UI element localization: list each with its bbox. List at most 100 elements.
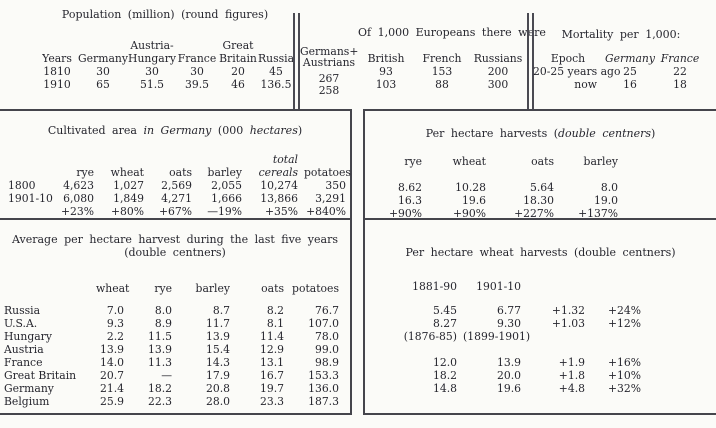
column-header: potatoes [292,282,339,295]
column-header: barley [195,282,230,295]
table-cell: 11.5 [147,330,172,343]
table-row: +23% +80% +67% —19% +35% +840% [8,205,352,218]
column-header-text: Germany [605,52,655,65]
table-cell: 18.2 [147,382,172,395]
table-cell: 16.3 [397,194,422,207]
title-text: ) [651,127,656,140]
table-cell: 18 [673,78,687,91]
table-cell: 5.64 [529,181,554,194]
table-cell: 28.0 [205,395,230,408]
column-header: Years [42,52,72,65]
title-text: (000 [211,124,250,137]
cultivated-area-box: Cultivated area in Germany (000 hectares… [0,109,352,220]
table-cell: 13.9 [496,356,521,369]
table-cell: +1.03 [551,317,585,330]
title-line: Average per hectare harvest during the l… [12,233,338,246]
europeans-panel: Of 1,000 Europeans there were British Fr… [358,8,546,91]
table-cell [591,330,647,343]
table-cell: now [574,78,597,91]
per-hectare-harvests-title: Per hectare harvests (double centners) [365,127,716,140]
table-row: British French Russians [358,45,526,65]
table-cell: 25 [623,65,637,78]
table-row: 1810 30 30 30 20 45 [36,65,294,78]
table-cell: 19.6 [461,194,486,207]
table-row: Belgium 25.9 22.3 28.0 23.3 187.3 [4,395,345,408]
population-panel: Population (million) (round figures) Yea… [36,8,294,91]
row-label [8,205,54,218]
table-row: now 16 18 [533,78,703,91]
table-cell: 45 [269,65,283,78]
column-header-text: France [660,52,700,65]
table-row: wheat rye barley oats potatoes [4,282,345,304]
table-cell: 153.3 [308,369,339,382]
population-table: Years Germany Austria- Hungary France Gre… [36,37,294,91]
table-row: 12.0 13.9 +1.9 +16% [393,356,647,369]
table-cell: 107.0 [308,317,339,330]
wheat-harvests-title: Per hectare wheat harvests (double centn… [405,246,676,259]
table-cell: 11.3 [147,356,172,369]
table-cell: 20.0 [496,369,521,382]
column-header: oats [169,166,192,179]
table-cell: 22 [673,65,687,78]
table-cell: +227% [514,207,554,220]
table-cell: +24% [607,304,641,317]
column-header: rye [76,166,94,179]
table-cell: 3,291 [315,192,346,205]
table-cell: 136.5 [260,78,292,91]
cultivated-area-title: Cultivated area in Germany (000 hectares… [0,124,350,137]
table-cell: +4.8 [558,382,585,395]
mortality-panel: Mortality per 1,000: Epoch Germany Franc… [533,8,709,91]
column-header: rye [404,155,422,168]
table-cell: 88 [435,78,449,91]
table-cell: 46 [231,78,245,91]
mortality-title: Mortality per 1,000: [561,28,681,41]
table-cell: 13.9 [147,343,172,356]
table-cell: 2,569 [161,179,192,192]
table-cell: +10% [607,369,641,382]
cultivated-area-table: rye wheat oats barley total cereals potat… [8,151,352,218]
table-cell: 258 [318,84,340,98]
table-row: 1910 65 51.5 39.5 46 136.5 [36,78,294,91]
table-cell: —19% [207,205,242,218]
table-cell: 13,866 [260,192,298,205]
column-header [527,280,591,304]
table-row: Austria 13.9 13.9 15.4 12.9 99.0 [4,343,345,356]
table-cell: 187.3 [308,395,339,408]
table-cell: 2.2 [106,330,124,343]
row-label: 1901-10 [8,192,53,205]
column-header [8,151,54,179]
table-cell: 8.7 [212,304,230,317]
table-cell: +32% [607,382,641,395]
column-header: 1881-90 [412,280,457,293]
table-cell: 11.7 [205,317,230,330]
population-title: Population (million) (round figures) [61,8,269,21]
column-header: Germany [78,52,128,65]
column-header: Austria- Hungary [128,37,176,65]
column-header [591,280,647,304]
table-cell: (1876-85) [403,330,457,343]
column-header: potatoes [304,166,351,179]
table-cell: +12% [607,317,641,330]
table-cell: 17.9 [205,369,230,382]
table-cell: 19.7 [259,382,284,395]
table-cell: 99.0 [314,343,339,356]
table-row: 1901-10 6,080 1,849 4,271 1,666 13,866 3… [8,192,352,205]
table-cell: +67% [158,205,192,218]
column-header: total cereals [248,151,304,179]
column-header-line: Great [222,39,254,52]
table-cell: 76.7 [314,304,339,317]
column-header: Russia [258,52,295,65]
table-cell: 1810 [43,65,71,78]
table-row: 14.8 19.6 +4.8 +32% [393,382,647,395]
table-cell: 8.27 [432,317,457,330]
table-cell: 8.2 [266,304,284,317]
table-cell: 300 [487,78,509,91]
table-row: France 14.0 11.3 14.3 13.1 98.9 [4,356,345,369]
title-text-italic: double centners [558,127,651,140]
table-cell: 16 [623,78,637,91]
column-header-line: Austrians [302,56,356,69]
column-header: barley [207,166,242,179]
table-row: Germany 21.4 18.2 20.8 19.7 136.0 [4,382,345,395]
table-row: (1876-85) (1899-1901) [393,330,647,343]
per-hectare-harvests-box: Per hectare harvests (double centners) r… [363,109,716,220]
